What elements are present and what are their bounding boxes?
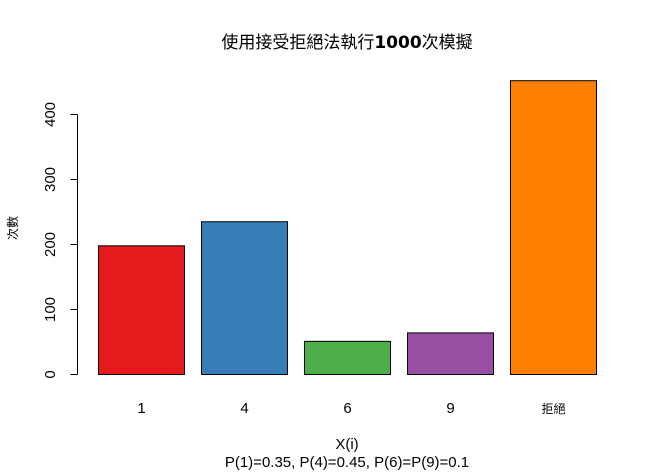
y-tick-label-3: 200 — [42, 232, 59, 257]
x-axis-label: X(i) — [335, 436, 358, 453]
x-axis-labels: 1 4 6 9 拒絕 — [137, 400, 565, 417]
chart-title-number: 1000 — [374, 33, 421, 53]
bar-4 — [407, 332, 494, 375]
x-tick-label-5: 拒絕 — [541, 402, 565, 416]
chart-subtitle: P(1)=0.35, P(4)=0.45, P(6)=P(9)=0.1 — [225, 454, 469, 471]
x-tick-label-3: 6 — [343, 400, 351, 417]
chart-title-suffix: 次模擬 — [422, 33, 473, 53]
y-tick-label-1: 0 — [42, 370, 59, 378]
y-tick-label-4: 300 — [42, 167, 59, 192]
chart-title: 使用接受拒絕法執行1000次模擬 — [221, 32, 472, 53]
bar-1 — [98, 245, 185, 375]
x-tick-label-2: 4 — [240, 400, 248, 417]
bar-5 — [510, 80, 597, 375]
x-tick-label-4: 9 — [446, 400, 454, 417]
x-tick-label-1: 1 — [137, 400, 145, 417]
bars-group — [98, 80, 597, 376]
bar-3 — [304, 340, 391, 376]
bar-2 — [201, 221, 288, 375]
y-axis: 0 100 200 300 400 — [42, 102, 78, 379]
y-tick-label-5: 400 — [42, 102, 59, 127]
y-axis-label: 次數 — [6, 216, 20, 240]
y-tick-label-2: 100 — [42, 297, 59, 322]
chart-title-prefix: 使用接受拒絕法執行 — [221, 32, 374, 53]
